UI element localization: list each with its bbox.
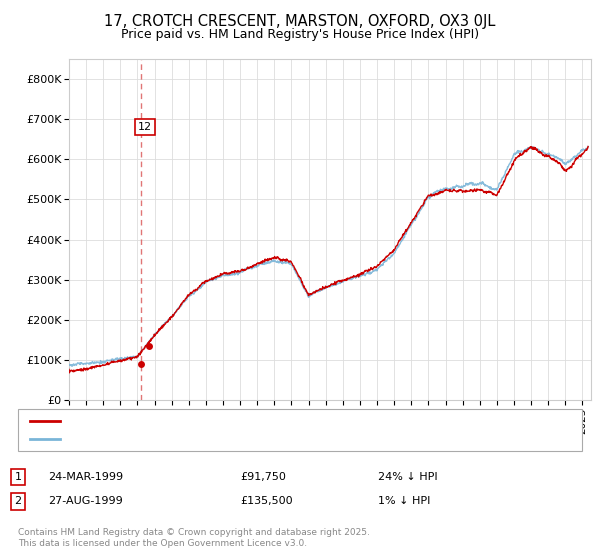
Text: 24% ↓ HPI: 24% ↓ HPI	[378, 472, 437, 482]
Text: Price paid vs. HM Land Registry's House Price Index (HPI): Price paid vs. HM Land Registry's House …	[121, 28, 479, 41]
Text: Contains HM Land Registry data © Crown copyright and database right 2025.
This d: Contains HM Land Registry data © Crown c…	[18, 528, 370, 548]
Text: £135,500: £135,500	[240, 496, 293, 506]
Text: 24-MAR-1999: 24-MAR-1999	[48, 472, 123, 482]
Text: 27-AUG-1999: 27-AUG-1999	[48, 496, 123, 506]
Text: 12: 12	[138, 122, 152, 132]
Text: HPI: Average price, semi-detached house, Oxford: HPI: Average price, semi-detached house,…	[69, 434, 326, 444]
Text: 1: 1	[14, 472, 22, 482]
Text: £91,750: £91,750	[240, 472, 286, 482]
Text: 17, CROTCH CRESCENT, MARSTON, OXFORD, OX3 0JL: 17, CROTCH CRESCENT, MARSTON, OXFORD, OX…	[104, 14, 496, 29]
Text: 1% ↓ HPI: 1% ↓ HPI	[378, 496, 430, 506]
Text: 2: 2	[14, 496, 22, 506]
Text: 17, CROTCH CRESCENT, MARSTON, OXFORD, OX3 0JL (semi-detached house): 17, CROTCH CRESCENT, MARSTON, OXFORD, OX…	[69, 416, 470, 426]
